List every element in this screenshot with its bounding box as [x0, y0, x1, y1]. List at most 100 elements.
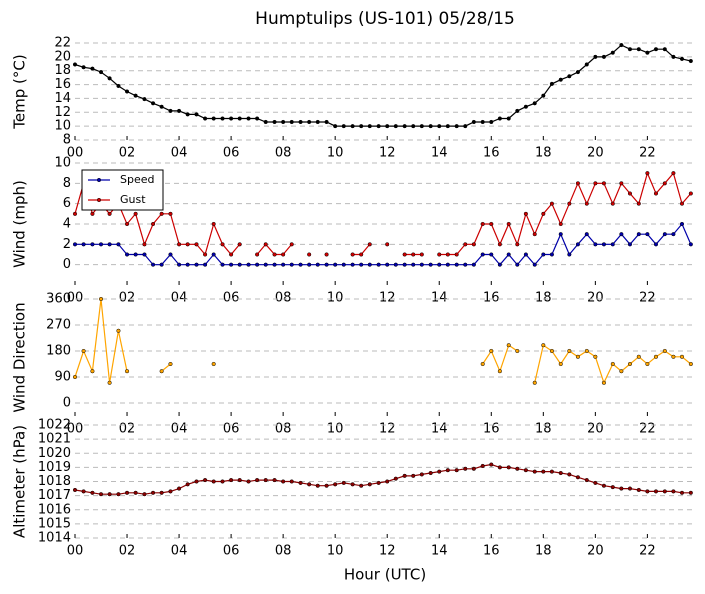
data-point [489, 252, 494, 257]
data-point [653, 242, 659, 247]
data-point [177, 262, 182, 267]
data-point [523, 468, 528, 473]
data-point [463, 124, 468, 129]
series-line [74, 171, 692, 256]
y-axis-label: Wind Direction [11, 302, 29, 412]
data-point [220, 479, 225, 484]
y-tick-label: 10 [54, 156, 71, 171]
data-point [575, 181, 580, 186]
data-point [601, 242, 606, 247]
data-point [627, 486, 633, 491]
data-point [497, 369, 502, 374]
data-point [532, 469, 537, 474]
data-point [471, 466, 476, 471]
data-point [185, 482, 190, 487]
data-point [593, 242, 598, 247]
data-point [237, 116, 242, 121]
data-point [393, 262, 398, 267]
data-point [159, 369, 164, 374]
data-point [601, 483, 606, 488]
data-point [151, 101, 156, 106]
x-tick-label: 20 [587, 544, 604, 559]
data-point [567, 252, 572, 257]
data-point [506, 221, 511, 227]
data-point [584, 348, 589, 354]
y-tick-label: 16 [54, 77, 71, 92]
y-tick-label: 90 [54, 370, 71, 385]
legend-label: Speed [120, 173, 154, 186]
data-point [506, 343, 511, 348]
data-point [671, 354, 676, 359]
data-point [454, 124, 459, 129]
y-tick-label: 180 [46, 344, 71, 359]
data-point [515, 108, 520, 113]
data-point [662, 348, 667, 354]
data-point [558, 361, 563, 367]
data-point [653, 354, 659, 359]
data-point [393, 476, 398, 481]
data-point [72, 242, 78, 247]
data-point [419, 262, 424, 267]
data-point [523, 104, 528, 109]
data-point [203, 262, 208, 267]
data-point [428, 262, 433, 267]
data-point [489, 348, 494, 354]
x-tick-label: 00 [67, 544, 84, 559]
data-point [428, 124, 433, 129]
x-tick-label: 10 [327, 422, 344, 437]
y-tick-label: 18 [54, 63, 71, 78]
data-point [229, 116, 234, 121]
data-point [480, 221, 485, 227]
data-point [419, 252, 424, 257]
y-tick-label: 2 [63, 237, 71, 252]
data-point [645, 361, 650, 367]
data-point [350, 252, 355, 257]
data-point [541, 252, 546, 257]
data-point [584, 62, 589, 67]
data-point [133, 252, 138, 257]
data-point [515, 242, 520, 247]
x-tick-label: 06 [223, 291, 240, 306]
y-tick-label: 14 [54, 91, 71, 106]
data-point [497, 465, 502, 470]
data-point [185, 112, 190, 117]
data-point [341, 124, 346, 129]
data-point [506, 116, 511, 121]
data-point [558, 77, 563, 82]
data-point [194, 242, 199, 247]
data-point [185, 242, 190, 247]
legend-box [81, 169, 164, 211]
data-point [497, 242, 502, 247]
data-point [367, 124, 372, 129]
data-point [454, 262, 459, 267]
x-tick-label: 06 [223, 422, 240, 437]
data-point [350, 482, 355, 487]
data-point [281, 119, 286, 125]
data-point [437, 262, 442, 267]
data-point [385, 242, 390, 247]
data-point [168, 361, 173, 367]
data-point [272, 478, 277, 483]
x-tick-label: 22 [639, 544, 656, 559]
data-point [575, 354, 580, 359]
data-point [471, 119, 476, 125]
series-line [74, 298, 692, 385]
y-tick-label: 4 [63, 217, 71, 232]
y-axis-label: Altimeter (hPa) [11, 425, 29, 538]
data-point [255, 478, 260, 483]
data-point [445, 124, 450, 129]
data-point [385, 479, 390, 484]
data-point [549, 201, 554, 206]
data-point [211, 116, 216, 121]
data-point [402, 262, 407, 267]
data-point [124, 221, 130, 227]
data-point [124, 490, 130, 495]
data-point [263, 262, 268, 267]
x-tick-label: 22 [639, 146, 656, 161]
x-tick-label: 04 [171, 146, 188, 161]
x-tick-label: 22 [639, 422, 656, 437]
data-point [98, 492, 104, 497]
data-point [636, 47, 641, 52]
series-line [75, 222, 692, 266]
data-point [662, 232, 667, 237]
